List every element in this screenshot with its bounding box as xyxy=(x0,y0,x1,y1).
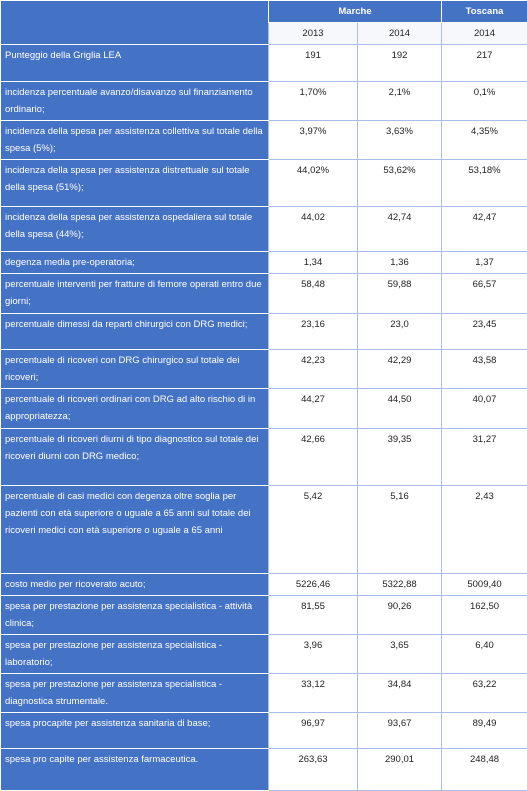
value-cell: 23,16 xyxy=(268,313,358,350)
value-cell: 59,88 xyxy=(356,273,443,314)
value-cell: 6,40 xyxy=(441,634,527,674)
row-label: Punteggio della Griglia LEA xyxy=(0,44,269,82)
row-label: incidenza percentuale avanzo/disavanzo s… xyxy=(0,81,269,121)
row-label: percentuale di ricoveri con DRG chirurgi… xyxy=(0,349,269,389)
row-label: costo medio per ricoverato acuto; xyxy=(0,573,269,596)
year-header: 2013 xyxy=(268,22,358,45)
corner-cell xyxy=(0,0,269,45)
value-cell: 5,42 xyxy=(268,485,358,574)
value-cell: 33,12 xyxy=(268,673,358,713)
value-cell: 5,16 xyxy=(356,485,443,574)
row-label: percentuale interventi per fratture di f… xyxy=(0,273,269,314)
group-header: Marche xyxy=(267,0,443,23)
value-cell: 34,84 xyxy=(356,673,443,713)
value-cell: 5226,46 xyxy=(268,573,358,596)
value-cell: 23,45 xyxy=(441,313,527,350)
row-label: spesa procapite per assistenza sanitaria… xyxy=(0,712,269,749)
value-cell: 44,02 xyxy=(268,206,358,252)
row-label: degenza media pre-operatoria; xyxy=(0,251,269,274)
value-cell: 89,49 xyxy=(441,712,527,749)
value-cell: 44,02% xyxy=(268,159,358,207)
year-header: 2014 xyxy=(441,22,527,45)
row-label: spesa pro capite per assistenza farmaceu… xyxy=(0,748,269,791)
value-cell: 44,50 xyxy=(356,388,443,429)
value-cell: 3,63% xyxy=(356,120,443,160)
row-label: incidenza della spesa per assistenza dis… xyxy=(0,159,269,207)
value-cell: 39,35 xyxy=(356,428,443,486)
year-header: 2014 xyxy=(356,22,443,45)
value-cell: 4,35% xyxy=(441,120,527,160)
value-cell: 248,48 xyxy=(441,748,527,791)
row-label: spesa per prestazione per assistenza spe… xyxy=(0,673,269,713)
value-cell: 42,29 xyxy=(356,349,443,389)
value-cell: 66,57 xyxy=(441,273,527,314)
value-cell: 2,43 xyxy=(441,485,527,574)
value-cell: 42,66 xyxy=(268,428,358,486)
value-cell: 5322,88 xyxy=(356,573,443,596)
value-cell: 1,37 xyxy=(441,251,527,274)
row-label: percentuale di casi medici con degenza o… xyxy=(0,485,269,574)
value-cell: 290,01 xyxy=(356,748,443,791)
value-cell: 81,55 xyxy=(268,595,358,635)
row-label: percentuale dimessi da reparti chirurgic… xyxy=(0,313,269,350)
value-cell: 42,74 xyxy=(356,206,443,252)
value-cell: 44,27 xyxy=(268,388,358,429)
value-cell: 191 xyxy=(268,44,358,82)
value-cell: 0,1% xyxy=(441,81,527,121)
value-cell: 53,18% xyxy=(441,159,527,207)
value-cell: 96,97 xyxy=(268,712,358,749)
row-label: incidenza della spesa per assistenza col… xyxy=(0,120,269,160)
value-cell: 162,50 xyxy=(441,595,527,635)
group-header: Toscana xyxy=(441,0,527,23)
value-cell: 1,34 xyxy=(268,251,358,274)
value-cell: 63,22 xyxy=(441,673,527,713)
value-cell: 40,07 xyxy=(441,388,527,429)
value-cell: 1,36 xyxy=(356,251,443,274)
value-cell: 58,48 xyxy=(268,273,358,314)
row-label: spesa per prestazione per assistenza spe… xyxy=(0,595,269,635)
value-cell: 3,96 xyxy=(268,634,358,674)
value-cell: 3,97% xyxy=(268,120,358,160)
value-cell: 1,70% xyxy=(268,81,358,121)
value-cell: 42,23 xyxy=(268,349,358,389)
value-cell: 263,63 xyxy=(268,748,358,791)
value-cell: 2,1% xyxy=(356,81,443,121)
row-label: spesa per prestazione per assistenza spe… xyxy=(0,634,269,674)
row-label: percentuale di ricoveri ordinari con DRG… xyxy=(0,388,269,429)
value-cell: 42,47 xyxy=(441,206,527,252)
value-cell: 5009,40 xyxy=(441,573,527,596)
value-cell: 3,65 xyxy=(356,634,443,674)
value-cell: 90,26 xyxy=(356,595,443,635)
value-cell: 53,62% xyxy=(356,159,443,207)
value-cell: 23,0 xyxy=(356,313,443,350)
value-cell: 192 xyxy=(356,44,443,82)
value-cell: 31,27 xyxy=(441,428,527,486)
value-cell: 43,58 xyxy=(441,349,527,389)
value-cell: 217 xyxy=(441,44,527,82)
row-label: incidenza della spesa per assistenza osp… xyxy=(0,206,269,252)
row-label: percentuale di ricoveri diurni di tipo d… xyxy=(0,428,269,486)
value-cell: 93,67 xyxy=(356,712,443,749)
